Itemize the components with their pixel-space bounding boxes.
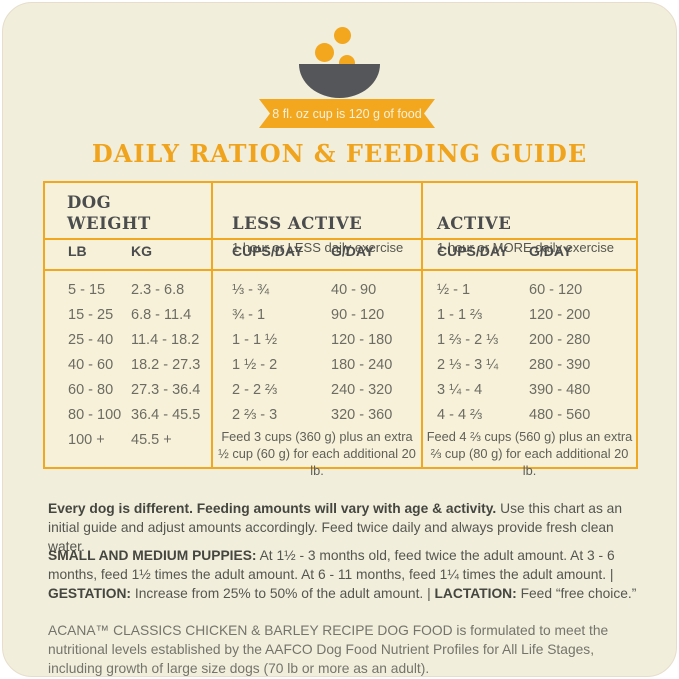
footnote-general: Every dog is different. Feeding amounts … [48,499,639,557]
table-cell: 6.8 - 11.4 [131,306,192,323]
table-row: 40 - 60 18.2 - 27.3 [68,352,200,377]
table-cell: 390 - 480 [529,381,591,398]
table-cell: 320 - 360 [331,406,393,423]
table-cell: 15 - 25 [68,306,114,323]
gestation-text: Increase from 25% to 50% of the adult am… [131,586,435,602]
column-divider [421,183,423,467]
footnote-aafco: ACANA™ CLASSICS CHICKEN & BARLEY RECIPE … [48,622,609,677]
table-cell: 5 - 15 [68,281,106,298]
table-cell: 45.5 + [131,431,172,448]
feeding-table: DOG WEIGHT LESS ACTIVE 1 hour or LESS da… [43,181,638,478]
table-cell: 60 - 80 [68,381,114,398]
col-header-g-less-active: G/DAY [331,243,375,259]
table-cell: 240 - 320 [331,381,393,398]
table-cell: ½ - 1 [437,281,471,298]
table-row: 15 - 25 6.8 - 11.4 [68,302,200,327]
table-row: 25 - 40 11.4 - 18.2 [68,327,200,352]
table-cell: 2 - 2 ⅔ [232,381,278,398]
table-row: 2 ⅓ - 3 ¼ 280 - 390 [437,352,590,377]
lactation-text: Feed “free choice.” [516,586,637,602]
less-active-rows: ⅓ - ¾ 40 - 90 ¾ - 1 90 - 120 1 - 1 ½ 120 - 18… [232,277,392,427]
footnote-lifestage: SMALL AND MEDIUM PUPPIES: At 1½ - 3 mont… [48,546,639,604]
kibble-dot-icon [315,43,334,62]
table-cell: 1 - 1 ½ [232,331,278,348]
footnote-general-rest: Use this chart as an initial guide and a… [48,500,623,555]
table-row: 1 ½ - 2 180 - 240 [232,352,392,377]
less-active-subtitle: 1 hour or LESS daily exercise [232,240,404,255]
cup-measure-text: 8 fl. oz cup is 120 g of food [272,106,422,121]
table-cell: 11.4 - 18.2 [131,331,200,348]
table-cell: 3 ¼ - 4 [437,381,483,398]
table-cell: 40 - 90 [331,281,377,298]
page-title: DAILY RATION & FEEDING GUIDE [91,139,588,168]
table-cell: 4 - 4 ⅔ [437,406,483,423]
gestation-label: GESTATION: [48,586,132,602]
header-divider [45,238,636,240]
subheader-divider [45,269,636,271]
weight-rows: 5 - 15 2.3 - 6.8 15 - 25 6.8 - 11.4 25 - 40 1… [68,277,200,452]
table-row: 2 ⅔ - 3 320 - 360 [232,402,392,427]
col-header-g-active: G/DAY [529,243,573,259]
table-row: 1 - 1 ½ 120 - 180 [232,327,392,352]
col-header-cups-active: CUPS/DAY [437,243,509,259]
table-cell: ¾ - 1 [232,306,266,323]
cup-measure-ribbon: 8 fl. oz cup is 120 g of food [259,99,435,128]
footnote-general-bold: Every dog is different. Feeding amounts … [48,500,497,516]
col-header-lb: LB [68,243,87,259]
active-subtitle: 1 hour or MORE daily exercise [437,240,615,255]
table-row: 100 + 45.5 + [68,427,200,452]
puppies-text: At 1½ - 3 months old, feed twice the adu… [48,547,615,583]
table-row: ½ - 1 60 - 120 [437,277,590,302]
table-row: 60 - 80 27.3 - 36.4 [68,377,200,402]
less-active-extra-note: Feed 3 cups (360 g) plus an extra ½ cup … [218,429,416,478]
active-header: ACTIVE 1 hour or MORE daily exercise [437,192,614,279]
table-cell: 120 - 180 [331,331,393,348]
table-row: 3 ¼ - 4 390 - 480 [437,377,590,402]
table-row: 1 ⅔ - 2 ⅓ 200 - 280 [437,327,590,352]
table-cell: 2 ⅓ - 3 ¼ [437,356,499,373]
table-cell: 27.3 - 36.4 [131,381,201,398]
active-title: ACTIVE [437,214,512,233]
table-row: 4 - 4 ⅔ 480 - 560 [437,402,590,427]
table-cell: 18.2 - 27.3 [131,356,201,373]
less-active-header: LESS ACTIVE 1 hour or LESS daily exercis… [232,192,403,279]
less-active-title: LESS ACTIVE [232,214,363,233]
table-cell: 280 - 390 [529,356,591,373]
table-cell: 1 - 1 ⅔ [437,306,483,323]
table-cell: ⅓ - ¾ [232,281,270,298]
table-cell: 180 - 240 [331,356,393,373]
table-cell: 36.4 - 45.5 [131,406,201,423]
table-row: 1 - 1 ⅔ 120 - 200 [437,302,590,327]
table-row: 5 - 15 2.3 - 6.8 [68,277,200,302]
col-header-kg: KG [131,243,152,259]
table-row: ⅓ - ¾ 40 - 90 [232,277,392,302]
table-cell: 2.3 - 6.8 [131,281,185,298]
table-cell: 60 - 120 [529,281,583,298]
table-cell: 200 - 280 [529,331,591,348]
col-header-cups-less-active: CUPS/DAY [232,243,304,259]
kibble-dot-icon [334,27,351,44]
table-cell: 80 - 100 [68,406,122,423]
table-cell: 120 - 200 [529,306,591,323]
active-extra-note: Feed 4 ⅔ cups (560 g) plus an extra ⅔ cu… [426,429,633,478]
column-divider [211,183,213,467]
lactation-label: LACTATION: [434,586,517,602]
dog-weight-header: DOG WEIGHT [67,193,151,233]
table-cell: 1 ⅔ - 2 ⅓ [437,331,499,348]
puppies-label: SMALL AND MEDIUM PUPPIES: [48,547,257,563]
table-cell: 90 - 120 [331,306,385,323]
table-cell: 2 ⅔ - 3 [232,406,278,423]
table-row: ¾ - 1 90 - 120 [232,302,392,327]
table-cell: 40 - 60 [68,356,114,373]
table-cell: 25 - 40 [68,331,114,348]
table-cell: 480 - 560 [529,406,591,423]
table-row: 2 - 2 ⅔ 240 - 320 [232,377,392,402]
table-row: 80 - 100 36.4 - 45.5 [68,402,200,427]
table-cell: 1 ½ - 2 [232,356,278,373]
bowl-icon [299,64,380,98]
table-cell: 100 + [68,431,105,448]
active-rows: ½ - 1 60 - 120 1 - 1 ⅔ 120 - 200 1 ⅔ - 2 ⅓ 20… [437,277,590,427]
